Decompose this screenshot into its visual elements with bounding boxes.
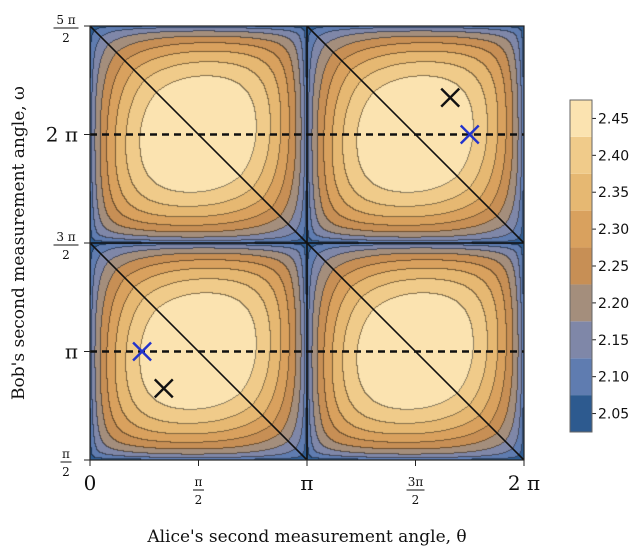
y-tick-label: π2 [60,447,72,479]
x-tick-label: 2 π [508,471,540,495]
x-tick-label: π [300,471,313,495]
colorbar-band [570,358,592,396]
colorbar-label: 2.25 [598,259,629,275]
svg-text:2: 2 [195,493,203,507]
colorbar-band [570,100,592,137]
y-tick-label: 2 π [46,123,78,147]
markers [132,87,480,399]
colorbar-band [570,395,592,432]
svg-text:π: π [195,475,203,489]
colorbar-band [570,210,592,248]
colorbar-band [570,173,592,211]
y-tick-label: π [65,340,78,364]
marker-cross-4 [153,378,174,399]
colorbar-label: 2.10 [598,370,629,386]
marker-cross-1 [440,87,461,108]
x-axis-title: Alice's second measurement angle, θ [146,527,466,547]
colorbar-band [570,321,592,359]
colorbar-band [570,136,592,174]
x-tick-label: 0 [84,471,97,495]
svg-text:2: 2 [412,493,420,507]
plot-area [90,26,524,460]
y-tick-label: 5 π2 [53,13,79,45]
svg-text:3π: 3π [408,475,424,489]
svg-text:2: 2 [62,31,70,45]
colorbar-frame [569,99,593,433]
svg-text:2: 2 [62,465,70,479]
colorbar-label: 2.05 [598,407,629,423]
svg-text:2: 2 [62,248,70,262]
colorbar-label: 2.35 [598,185,629,201]
y-tick-label: 3 π2 [53,230,79,262]
colorbar: 2.05 2.10 2.15 2.20 2.25 2.30 2.35 2.40 2.45 [569,99,629,433]
colorbar-label: 2.40 [598,148,629,164]
y-axis-title: Bob's second measurement angle, ω [9,86,29,400]
overlay-lines [90,26,524,460]
colorbar-label: 2.30 [598,222,629,238]
colorbar-band [570,247,592,285]
colorbar-label: 2.20 [598,296,629,312]
marker-cross-3 [132,341,152,362]
colorbar-label: 2.15 [598,333,629,349]
x-tick-label: π2 [193,475,204,507]
x-tick-label: 3π2 [406,475,425,507]
colorbar-band [570,284,592,322]
colorbar-label: 2.45 [598,111,629,127]
svg-text:π: π [62,447,70,461]
svg-text:5 π: 5 π [56,13,75,27]
marker-cross-2 [459,124,480,145]
svg-text:3 π: 3 π [56,230,75,244]
